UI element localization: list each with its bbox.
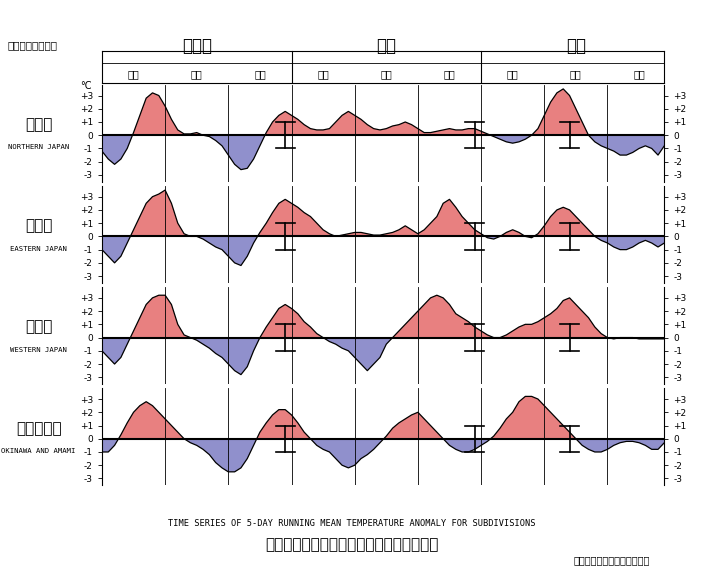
Text: １２月: １２月 bbox=[181, 36, 212, 55]
Text: TIME SERIES OF 5-DAY RUNNING MEAN TEMPERATURE ANOMALY FOR SUBDIVISIONS: TIME SERIES OF 5-DAY RUNNING MEAN TEMPER… bbox=[168, 519, 535, 528]
Text: 中旬: 中旬 bbox=[570, 69, 582, 79]
Text: EASTERN JAPAN: EASTERN JAPAN bbox=[11, 246, 67, 252]
Text: WESTERN JAPAN: WESTERN JAPAN bbox=[11, 347, 67, 353]
Text: NORTHERN JAPAN: NORTHERN JAPAN bbox=[8, 144, 70, 150]
Text: 西日本: 西日本 bbox=[25, 320, 52, 335]
Text: 地域平均気温平年差の５日移動平均時系列: 地域平均気温平年差の５日移動平均時系列 bbox=[265, 538, 438, 552]
Text: 下旬: 下旬 bbox=[633, 69, 645, 79]
Text: 上旬: 上旬 bbox=[317, 69, 329, 79]
Text: １月: １月 bbox=[376, 36, 396, 55]
Text: ２０２３／２４年: ２０２３／２４年 bbox=[7, 40, 57, 51]
Text: °C: °C bbox=[80, 81, 91, 91]
Text: 下旬: 下旬 bbox=[444, 69, 456, 79]
Text: 更新日：２０２４年３月１日: 更新日：２０２４年３月１日 bbox=[574, 555, 650, 565]
Text: 東日本: 東日本 bbox=[25, 218, 52, 233]
Text: 下旬: 下旬 bbox=[254, 69, 266, 79]
Text: OKINAWA AND AMAMI: OKINAWA AND AMAMI bbox=[1, 448, 76, 454]
Text: 上旬: 上旬 bbox=[128, 69, 139, 79]
Text: 北日本: 北日本 bbox=[25, 117, 52, 132]
Text: 沖縄・奄美: 沖縄・奄美 bbox=[16, 421, 61, 435]
Text: 中旬: 中旬 bbox=[191, 69, 202, 79]
Text: 上旬: 上旬 bbox=[507, 69, 519, 79]
Text: ２月: ２月 bbox=[566, 36, 586, 55]
Text: 中旬: 中旬 bbox=[380, 69, 392, 79]
